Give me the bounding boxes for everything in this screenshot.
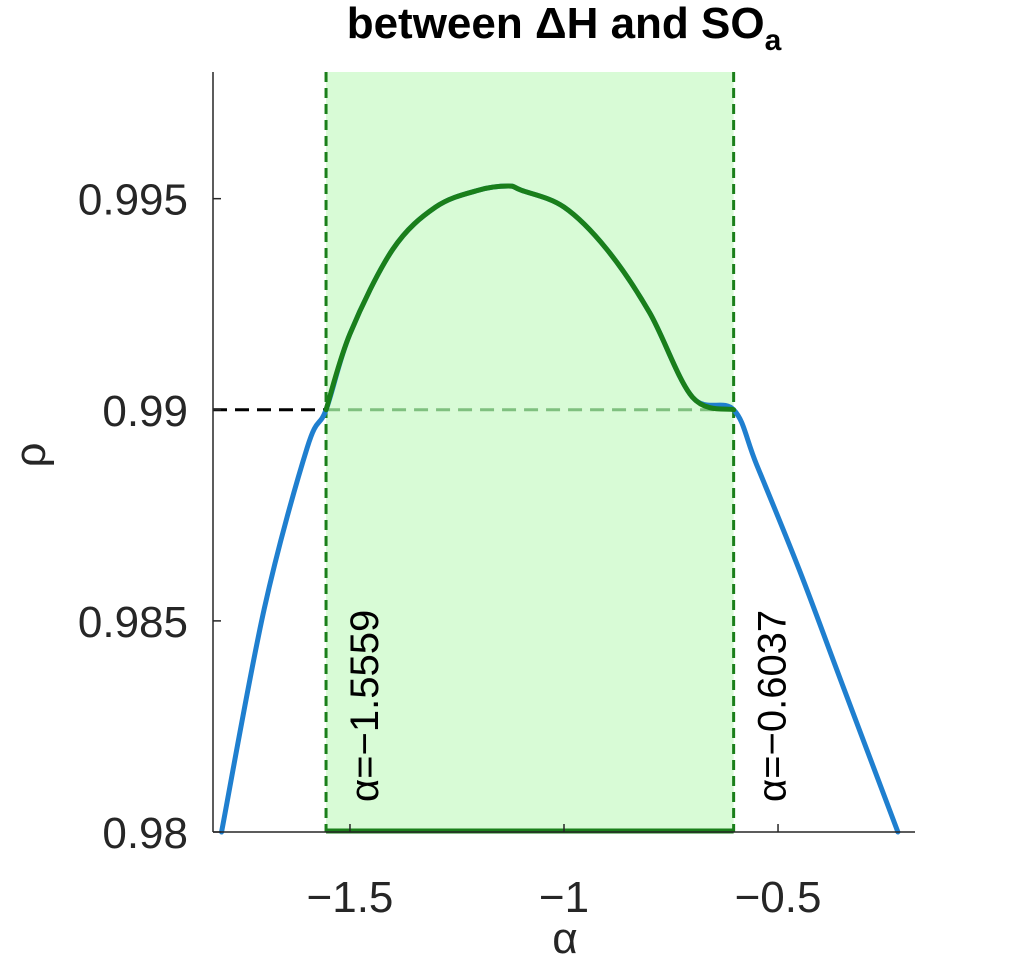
chart-title-main: between ΔH and SO [347,0,765,48]
axis-layer: 0.98 0.985 0.99 0.995 −1.5 −1 −0.5 [78,72,915,922]
x-axis-label: α [552,914,577,955]
annotation-layer: α=−1.5559 α=−0.6037 [343,610,795,802]
highlight-region-layer [213,72,736,834]
y-tick-label: 0.99 [102,387,188,436]
curve-layer [219,183,901,835]
y-tick-label: 0.98 [102,809,188,858]
data-curve-highlighted [323,183,737,413]
x-tick-label: −1 [539,873,589,922]
region-annotation: α=−0.6037 [751,610,795,802]
y-tick-label: 0.985 [78,598,188,647]
y-tick-label: 0.995 [78,176,188,225]
region-annotation: α=−1.5559 [343,610,387,802]
chart-title: between ΔH and SOa [347,0,782,57]
chart-title-subscript: a [765,24,782,57]
x-tick-label: −0.5 [735,873,822,922]
highlight-region [326,72,734,832]
x-tick-label: −1.5 [307,873,394,922]
y-axis-label: ρ [6,442,55,467]
